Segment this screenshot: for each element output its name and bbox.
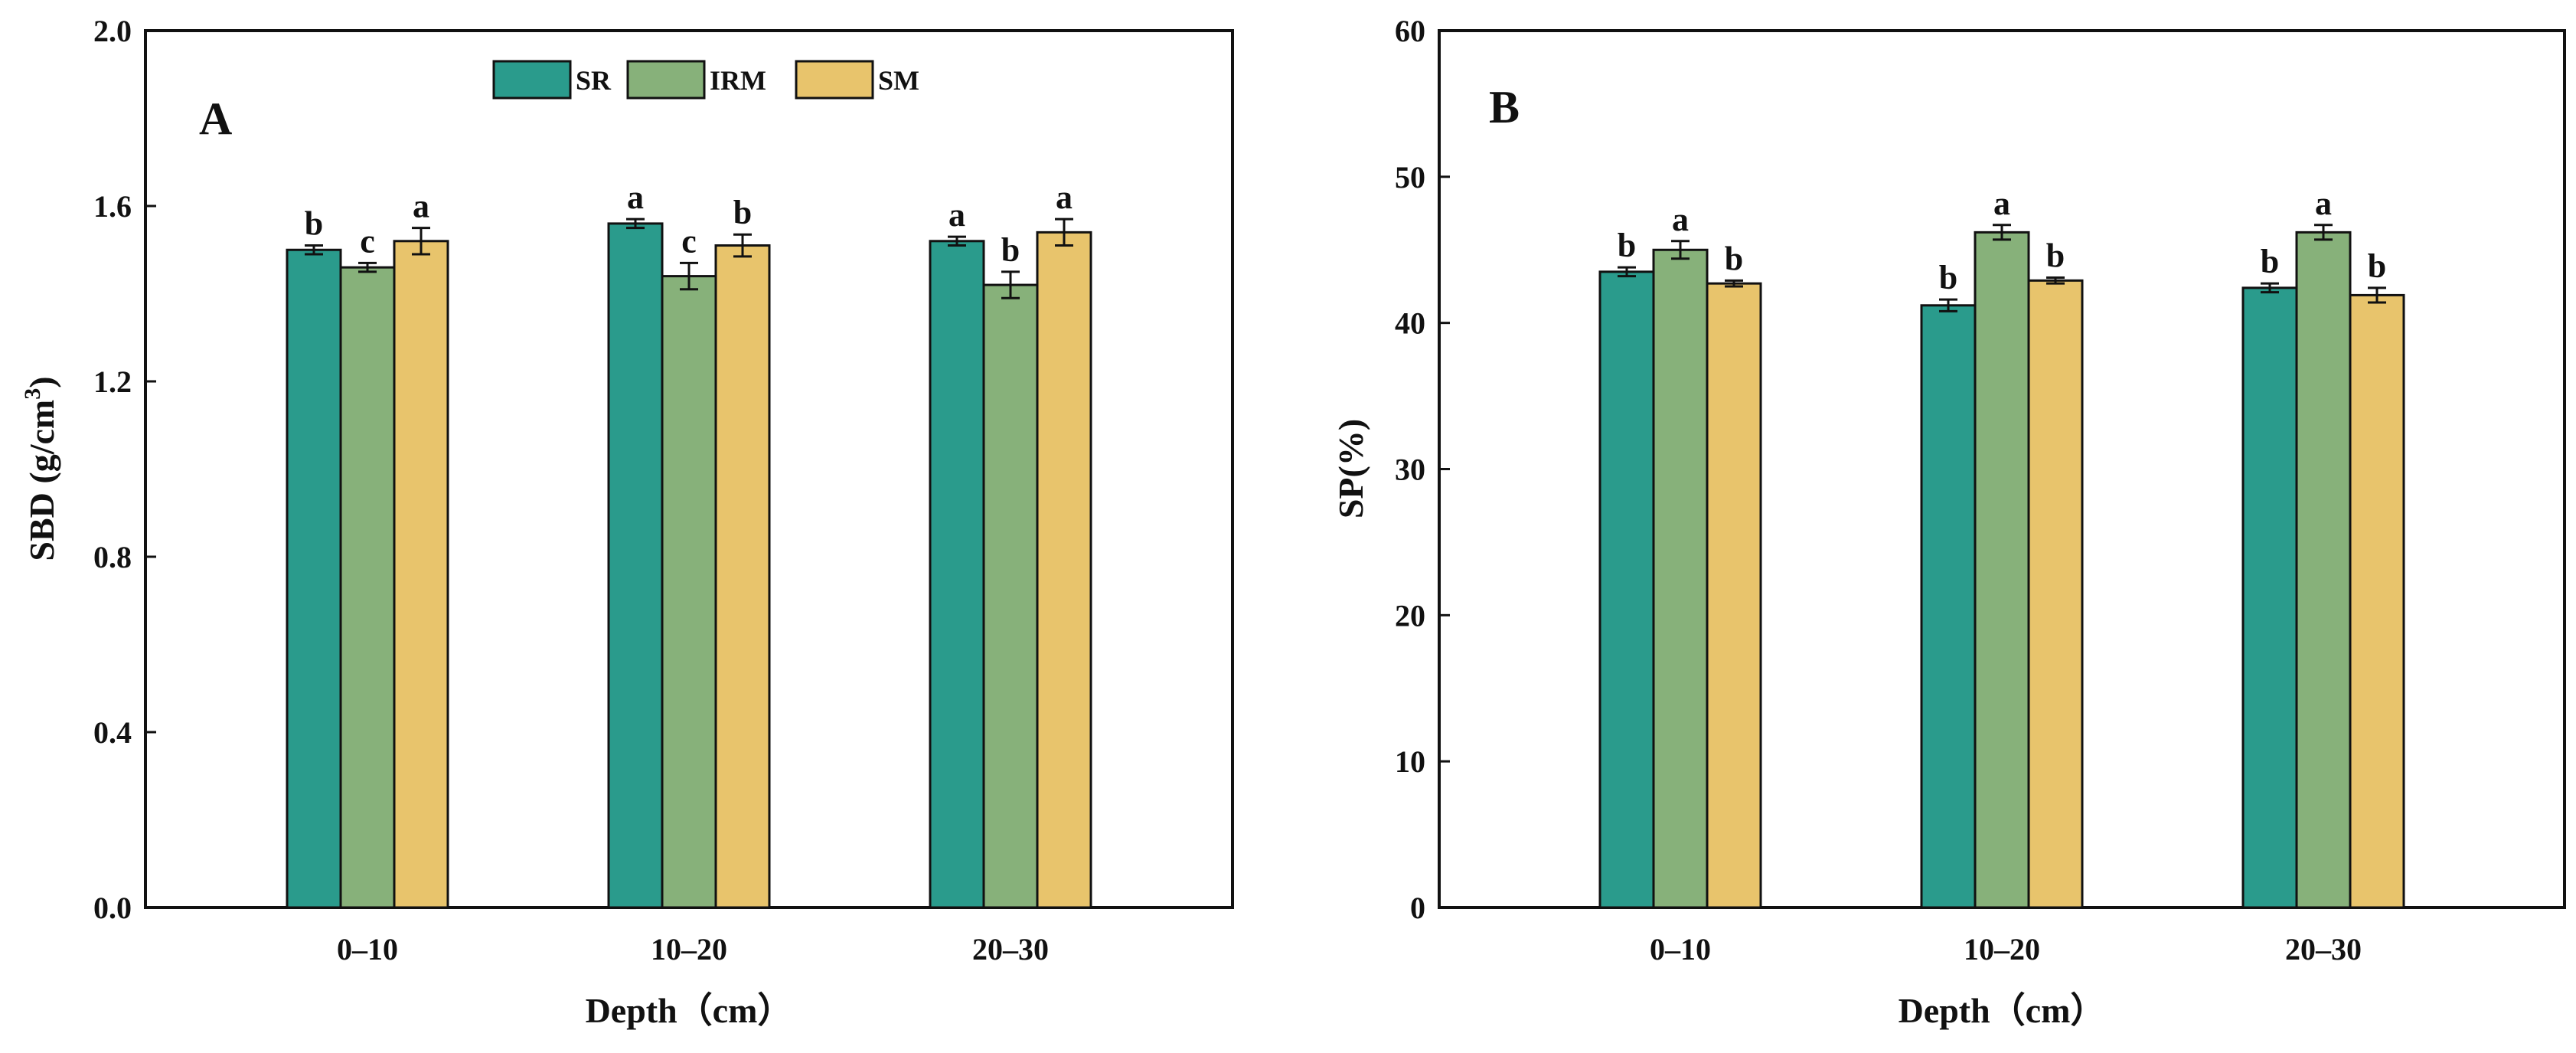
significance-letter: b [2261, 243, 2279, 280]
y-tick-label: 30 [1395, 453, 1425, 487]
significance-letter: a [2315, 185, 2332, 222]
y-tick-label: 1.2 [93, 365, 132, 399]
bar-sr-1 [1920, 304, 1977, 909]
significance-letter: b [305, 205, 323, 243]
bars: ba ac c ba b a [286, 178, 1092, 909]
y-tick-label: 10 [1395, 744, 1425, 779]
bar-sm-1 [714, 244, 771, 909]
y-tick-label: 50 [1395, 160, 1425, 195]
significance-letter: b [1001, 231, 1020, 269]
panel-b-sp-chart: B Depth（cm） SP(%) 0 10 20 30 40 50 60 0–10 10–20… [1331, 14, 2566, 1030]
y-tick-label: 40 [1395, 306, 1425, 341]
legend-swatch-sr [492, 60, 572, 100]
significance-letter: c [681, 222, 697, 260]
y-tick-label: 0.8 [93, 540, 132, 574]
panel-label: A [199, 93, 232, 144]
y-tick-label: 0 [1410, 891, 1425, 925]
bars: bb ba a ab b b [1598, 185, 2405, 909]
x-tick-label: 10–20 [1964, 932, 2040, 966]
bar-irm-1 [1974, 231, 2030, 909]
significance-letter: b [2046, 237, 2065, 275]
bar-sr-0 [286, 248, 342, 909]
y-tick-label: 20 [1395, 598, 1425, 633]
bar-irm-2 [982, 283, 1039, 909]
bar-irm-1 [661, 275, 717, 909]
bar-sm-0 [1706, 282, 1762, 909]
significance-letter: a [627, 178, 644, 216]
y-axis-title-end: ) [22, 376, 61, 388]
legend-swatch-sm [795, 60, 874, 100]
x-axis-title: Depth（cm） [586, 991, 793, 1030]
significance-letter: c [360, 222, 375, 260]
bar-sm-1 [2027, 279, 2084, 909]
y-tick-label: 1.6 [93, 189, 132, 224]
significance-letter: a [948, 196, 965, 234]
y-axis-title: SBD (g/cm3) [20, 376, 61, 561]
panel-label: B [1489, 82, 1520, 132]
y-tick-label: 0.0 [93, 891, 132, 925]
bar-irm-2 [2295, 231, 2352, 909]
bar-sr-1 [607, 222, 664, 909]
x-axis-title: Depth（cm） [1899, 991, 2106, 1030]
legend-label-sm: SM [878, 65, 919, 96]
panel-a-sbd-chart: A Depth（cm） SBD (g/cm3) SR IRM SM 0.0 0.4… [20, 14, 1234, 1030]
legend-label-irm: IRM [710, 65, 766, 96]
y-tick-label: 2.0 [93, 14, 132, 48]
bar-irm-0 [1652, 248, 1709, 909]
y-tick-label: 0.4 [93, 715, 132, 750]
bar-sm-2 [2349, 293, 2405, 909]
bar-sr-2 [929, 240, 985, 909]
y-axis-title: SP(%) [1331, 419, 1370, 518]
y-axis-title-sup: 3 [20, 388, 45, 400]
significance-letter: a [1993, 185, 2010, 222]
axis-ticks: 0.0 0.4 0.8 1.2 1.6 2.0 0–10 10–20 20–30 [93, 14, 1049, 966]
x-tick-label: 20–30 [972, 932, 1049, 966]
y-tick-label: 60 [1395, 14, 1425, 48]
y-axis-title-main: SBD (g/cm [22, 400, 61, 561]
significance-letter: b [2368, 247, 2386, 285]
y-axis-title-main: SP(%) [1331, 419, 1370, 518]
significance-letter: a [413, 188, 429, 225]
bar-sm-2 [1036, 231, 1092, 909]
axis-ticks: 0 10 20 30 40 50 60 0–10 10–20 20–30 [1395, 14, 2362, 966]
significance-letter: b [1725, 240, 1743, 277]
x-tick-label: 20–30 [2285, 932, 2362, 966]
legend-swatch-irm [626, 60, 706, 100]
bar-irm-0 [339, 266, 396, 909]
bar-sr-2 [2241, 286, 2298, 909]
legend-label-sr: SR [576, 65, 612, 96]
bar-sr-0 [1598, 270, 1655, 909]
x-tick-label: 10–20 [651, 932, 727, 966]
x-tick-label: 0–10 [1650, 932, 1711, 966]
legend: SR IRM SM [492, 60, 919, 100]
significance-letter: b [733, 194, 752, 231]
significance-letter: b [1939, 259, 1957, 296]
significance-letter: b [1618, 227, 1636, 264]
x-tick-label: 0–10 [337, 932, 398, 966]
bar-sm-0 [393, 240, 449, 909]
significance-letter: a [1672, 201, 1689, 238]
significance-letter: a [1056, 178, 1073, 216]
